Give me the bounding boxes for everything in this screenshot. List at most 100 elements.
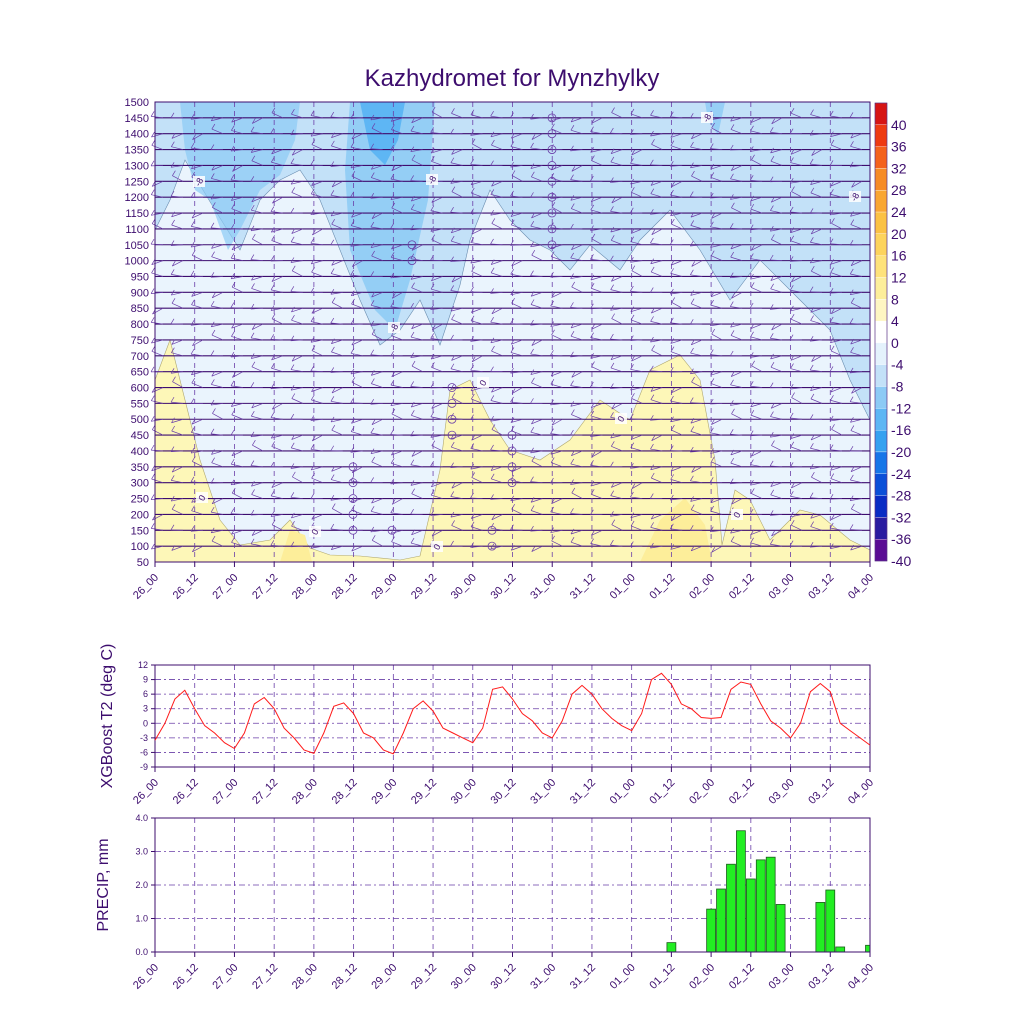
wind-barb-feather xyxy=(631,265,636,271)
wind-barb xyxy=(651,271,663,277)
wind-barb xyxy=(810,307,823,313)
wind-barb-feather xyxy=(270,156,275,163)
wind-barb-feather xyxy=(590,175,594,182)
wind-barb-feather xyxy=(530,192,534,198)
wind-barb-feather xyxy=(530,142,534,149)
wind-barb xyxy=(371,510,383,515)
wind-barb-feather xyxy=(691,133,695,139)
wind-barb xyxy=(451,397,463,404)
wind-barb-feather xyxy=(250,509,255,516)
wind-barb xyxy=(630,447,643,452)
wind-barb-feather xyxy=(331,425,336,431)
wind-barb-feather xyxy=(291,434,295,440)
wind-barb xyxy=(691,545,703,552)
wind-barb xyxy=(251,529,264,536)
wind-barb-feather xyxy=(650,258,654,264)
wind-barb-feather xyxy=(829,444,834,450)
wind-barb-feather xyxy=(710,505,714,512)
wind-barb xyxy=(610,355,623,361)
wind-barb xyxy=(292,270,303,277)
y-tick-label: 950 xyxy=(131,271,149,283)
wind-barb-feather xyxy=(211,498,216,504)
x-tick-label: 26_12 xyxy=(171,572,201,602)
wind-barb-feather xyxy=(670,140,675,146)
wind-barb xyxy=(670,418,683,423)
wind-barb-feather xyxy=(690,504,695,510)
x-tick-label: 01_00 xyxy=(608,572,638,602)
wind-barb-feather xyxy=(730,527,734,534)
wind-barb-feather xyxy=(830,514,835,520)
wind-barb-feather xyxy=(530,270,534,276)
wind-barb-feather xyxy=(290,207,295,214)
wind-barb-feather xyxy=(790,520,795,526)
t2-frame xyxy=(154,664,871,768)
wind-barb xyxy=(211,256,224,261)
wind-barb xyxy=(271,446,283,452)
wind-barb-feather xyxy=(171,141,175,147)
wind-barb-feather xyxy=(689,240,694,247)
wind-barb-feather xyxy=(710,497,715,504)
wind-barb-feather xyxy=(371,250,375,257)
wind-barb xyxy=(432,323,443,331)
wind-barb xyxy=(570,385,583,388)
wind-barb-feather xyxy=(830,267,834,273)
wind-barb-feather xyxy=(710,369,715,376)
wind-barb xyxy=(831,428,843,436)
wind-barb xyxy=(292,149,303,156)
wind-barb-feather xyxy=(849,495,854,501)
wind-barb xyxy=(330,194,343,198)
wind-barb xyxy=(810,114,823,119)
wind-barb-feather xyxy=(191,418,196,425)
y-tick-label: 1100 xyxy=(125,224,149,236)
wind-barb-feather xyxy=(410,274,415,280)
wind-barb-feather xyxy=(750,537,754,544)
wind-barb-feather xyxy=(351,467,356,473)
wind-barb-feather xyxy=(291,187,296,193)
wind-barb-feather xyxy=(630,285,634,292)
contour-label: -8 xyxy=(701,112,714,124)
wind-barb xyxy=(811,228,823,235)
wind-barb-feather xyxy=(690,496,694,502)
wind-barb-feather xyxy=(470,179,475,185)
wind-barb-feather xyxy=(390,507,395,513)
calm-wind-circle xyxy=(547,113,557,123)
wind-barb xyxy=(370,354,383,357)
wind-barb-feather xyxy=(530,398,534,404)
wind-barb-feather xyxy=(670,338,675,344)
wind-barb xyxy=(730,323,743,328)
wind-barb-feather xyxy=(290,413,295,420)
wind-barb xyxy=(430,307,443,311)
wind-barb-feather xyxy=(190,114,195,120)
wind-barb xyxy=(591,450,603,458)
wind-barb-feather xyxy=(310,543,315,549)
wind-barb-feather xyxy=(330,367,335,373)
wind-barb xyxy=(731,165,743,171)
wind-barb xyxy=(790,387,803,390)
wind-barb xyxy=(850,479,863,484)
contour-label-bg xyxy=(196,492,208,503)
wind-barb-feather xyxy=(171,504,176,510)
wind-barb xyxy=(330,165,343,167)
wind-barb-feather xyxy=(649,287,654,293)
wind-barb xyxy=(551,334,563,341)
wind-barb-feather xyxy=(690,162,694,168)
x-tick-label: 02_12 xyxy=(727,572,757,602)
wind-barb xyxy=(431,239,443,246)
wind-barb-feather xyxy=(650,443,654,450)
wind-barb xyxy=(331,223,343,230)
wind-barb-feather xyxy=(810,228,815,235)
wind-barb-feather xyxy=(150,160,155,167)
wind-barb-feather xyxy=(531,377,535,384)
wind-barb-feather xyxy=(650,237,654,244)
wind-barb-feather xyxy=(550,271,554,278)
wind-barb-feather xyxy=(769,176,774,182)
wind-barb xyxy=(391,129,403,135)
wind-barb-feather xyxy=(850,260,855,266)
wind-barb xyxy=(730,541,743,547)
wind-barb-feather xyxy=(730,449,735,456)
wind-barb-feather xyxy=(570,331,575,337)
colorbar-label: -36 xyxy=(891,531,911,547)
wind-barb xyxy=(670,479,683,484)
wind-barb xyxy=(292,476,303,483)
wind-barb xyxy=(210,403,223,406)
